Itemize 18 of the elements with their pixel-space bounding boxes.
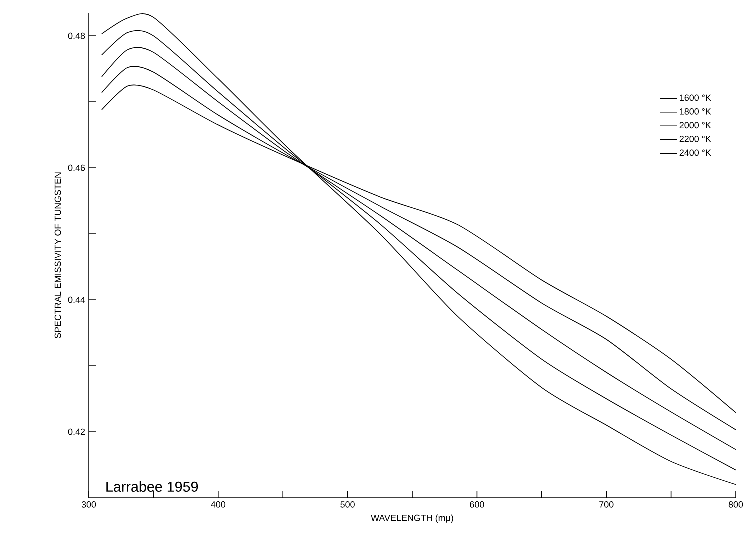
x-tick-label: 700 bbox=[600, 502, 614, 508]
x-tick-label: 400 bbox=[211, 502, 226, 508]
y-tick-label: 0.48 bbox=[68, 32, 86, 40]
x-tick-label: 300 bbox=[82, 502, 96, 508]
x-tick-label: 500 bbox=[340, 502, 355, 508]
legend-label: 2400 °K bbox=[680, 150, 712, 156]
y-tick-label: 0.42 bbox=[68, 428, 86, 436]
legend-label: 2200 °K bbox=[680, 136, 712, 142]
annotation: Larrabee 1959 bbox=[106, 482, 198, 492]
legend-label: 1800 °K bbox=[680, 108, 712, 115]
y-tick-label: 0.44 bbox=[68, 296, 86, 304]
y-axis-title: SPECTRAL EMISSIVITY OF TUNGSTEN bbox=[54, 172, 62, 339]
x-tick-label: 800 bbox=[728, 502, 744, 508]
x-tick-label: 600 bbox=[470, 502, 484, 508]
legend-label: 2000 °K bbox=[680, 122, 712, 129]
legend-label: 1600 °K bbox=[680, 94, 712, 102]
x-axis-title: WAVELENGTH (mμ) bbox=[371, 514, 454, 524]
y-tick-label: 0.46 bbox=[68, 164, 86, 172]
